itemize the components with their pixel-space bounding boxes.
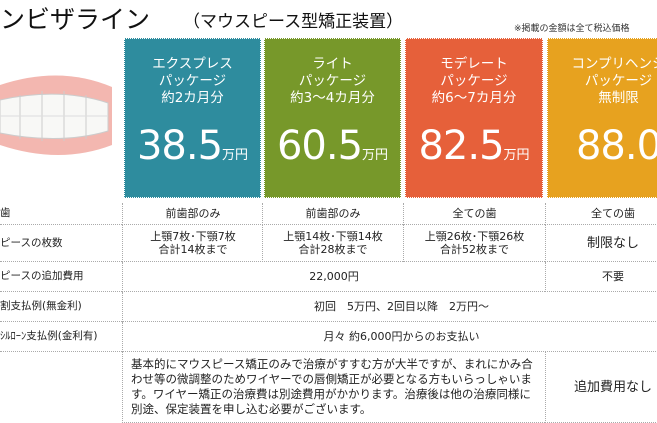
table-cell: 初回 5万円、2回目以降 2万円〜 <box>122 292 657 322</box>
plan-name: パッケージ <box>158 73 227 89</box>
table-cell: 上顎14枚･下顎14枚 合計28枚まで <box>262 225 403 262</box>
teeth-image <box>0 55 118 165</box>
table-cell: 追加費用なし <box>545 352 657 423</box>
plan-header: ライト パッケージ 約3～4カ月分 60.5万円 <box>264 38 401 198</box>
table-cell: 上顎7枚･下顎7枚 合計14枚まで <box>122 225 263 262</box>
table-cell: 基本的にマウスピース矯正のみで治療がすすむ方が大半ですが、まれにかみ合わせ等の微… <box>122 352 545 423</box>
plan-name: コンプリヘンシ <box>571 56 657 72</box>
price-value: 82.5 <box>418 123 504 169</box>
title: ンビザライン <box>0 5 151 34</box>
plan-name: 約2カ月分 <box>161 90 224 106</box>
plan-name: 約3～4カ月分 <box>290 90 375 106</box>
table-cell: 上顎26枚･下顎26枚 合計52枚まで <box>403 225 545 262</box>
table-cell: 制限なし <box>545 225 657 262</box>
price-unit: 万円 <box>222 148 249 163</box>
plan-name: パッケージ <box>584 73 653 89</box>
row-label: ピースの枚数 <box>0 225 122 262</box>
plan-header: コンプリヘンシ パッケージ 無制限 88.0 <box>547 38 657 198</box>
plan-name: パッケージ <box>440 73 508 89</box>
price: 88.0 <box>548 123 657 169</box>
table-cell: 月々 約6,000円からのお支払い <box>122 322 657 352</box>
price: 60.5万円 <box>265 123 400 169</box>
table-cell: 全ての歯 <box>403 203 545 225</box>
plan-name: パッケージ <box>298 73 367 89</box>
table-cell: 前歯部のみ <box>262 203 403 225</box>
note: ※掲載の金額は全て税込価格 <box>514 24 630 34</box>
price: 38.5万円 <box>125 123 260 169</box>
price: 82.5万円 <box>406 123 542 169</box>
table-cell: 前歯部のみ <box>122 203 263 225</box>
plan-name: エクスプレス <box>152 56 233 72</box>
plan-name: 無制限 <box>598 90 639 106</box>
price-value: 88.0 <box>575 123 657 169</box>
plan-name: モデレート <box>440 56 508 72</box>
subtitle: （マウスピース型矯正装置） <box>183 12 404 32</box>
plan-header: エクスプレス パッケージ 約2カ月分 38.5万円 <box>124 38 261 198</box>
table-cell: 22,000円 <box>122 262 545 292</box>
row-label: ｼﾙﾛｰﾝ支払例(金利有) <box>0 322 122 352</box>
row-label: 歯 <box>0 203 122 225</box>
price-unit: 万円 <box>362 148 389 163</box>
row-label: ピースの追加費用 <box>0 262 122 292</box>
plan-header: モデレート パッケージ 約6～7カ月分 82.5万円 <box>405 38 543 198</box>
row-label: 割支払例(無金利) <box>0 292 122 322</box>
plan-name: 約6～7カ月分 <box>431 90 517 106</box>
price-unit: 万円 <box>503 148 530 163</box>
price-value: 38.5 <box>136 123 223 169</box>
table-cell: 全ての歯 <box>545 203 657 225</box>
price-value: 60.5 <box>276 123 363 169</box>
plan-name: ライト <box>312 56 353 72</box>
table-cell: 不要 <box>545 262 657 292</box>
